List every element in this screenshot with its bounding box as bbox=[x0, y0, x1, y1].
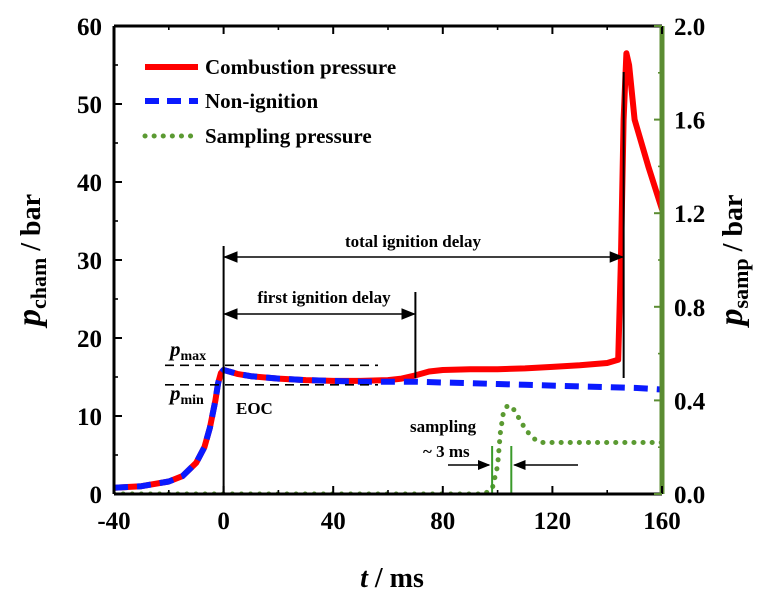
plot-frame bbox=[112, 24, 665, 496]
y-left-label-sub: cham bbox=[26, 258, 51, 309]
pmin-sub: min bbox=[181, 393, 205, 408]
x-axis-label-var: t bbox=[360, 563, 369, 593]
annotation-pmax: pmax bbox=[168, 337, 206, 364]
y-left-tick-label: 40 bbox=[77, 170, 102, 197]
legend-label-combustion: Combustion pressure bbox=[205, 55, 396, 79]
series-line-sampling-pressure bbox=[114, 402, 662, 494]
pmin-var: p bbox=[168, 381, 181, 405]
y-axis-left-label: pcham / bar bbox=[11, 194, 51, 329]
series-line-combustion-pressure bbox=[114, 50, 662, 491]
series-layer bbox=[114, 50, 662, 494]
y-right-tick-label: 0.8 bbox=[674, 295, 705, 322]
annotation-pmin: pmin bbox=[168, 381, 204, 408]
x-axis-label-unit: / ms bbox=[368, 563, 424, 593]
y-right-tick-label: 0.4 bbox=[674, 388, 706, 415]
x-axis-label: t / ms bbox=[360, 563, 424, 593]
x-tick-label: 80 bbox=[430, 508, 455, 535]
y-left-tick-label: 60 bbox=[77, 14, 102, 41]
annotation-layer bbox=[165, 72, 625, 494]
pmax-sub: max bbox=[181, 349, 207, 364]
y-left-tick-label: 20 bbox=[77, 326, 102, 353]
x-tick-label: 40 bbox=[321, 508, 346, 535]
series-line-non-ignition bbox=[114, 367, 662, 491]
annotation-sampling-duration: ~ 3 ms bbox=[423, 442, 470, 461]
x-tick-label: 0 bbox=[217, 508, 230, 535]
annotation-eoc: EOC bbox=[236, 399, 273, 418]
y-left-tick-label: 30 bbox=[77, 248, 102, 275]
y-axis-right-label: psamp / bar bbox=[713, 195, 753, 329]
legend: Combustion pressure Non-ignition Samplin… bbox=[142, 55, 396, 148]
pmax-var: p bbox=[168, 337, 181, 361]
annotation-first-ignition-delay: first ignition delay bbox=[257, 288, 391, 307]
y-right-tick-label: 0.0 bbox=[674, 482, 705, 509]
y-right-label-var: p bbox=[713, 308, 750, 328]
y-right-label-sub: samp bbox=[728, 258, 753, 308]
y-right-tick-label: 1.6 bbox=[674, 108, 705, 135]
y-right-label-unit: / bar bbox=[718, 195, 749, 259]
y-right-tick-label: 2.0 bbox=[674, 14, 705, 41]
annotation-sampling: sampling bbox=[410, 417, 477, 436]
x-tick-label: 160 bbox=[643, 508, 681, 535]
y-left-tick-label: 10 bbox=[77, 404, 102, 431]
x-tick-label: 120 bbox=[534, 508, 572, 535]
legend-label-sampling: Sampling pressure bbox=[205, 124, 372, 148]
x-tick-label: -40 bbox=[97, 508, 130, 535]
y-left-label-var: p bbox=[11, 309, 48, 329]
y-right-tick-label: 1.2 bbox=[674, 201, 705, 228]
legend-label-non-ignition: Non-ignition bbox=[205, 89, 319, 113]
y-left-tick-label: 50 bbox=[77, 92, 102, 119]
y-left-label-unit: / bar bbox=[16, 194, 47, 258]
y-left-tick-label: 0 bbox=[90, 482, 103, 509]
annotation-total-ignition-delay: total ignition delay bbox=[345, 232, 482, 251]
tick-layer: -40 0 40 80 120 16001020304050600.00.40.81.21… bbox=[77, 14, 706, 535]
